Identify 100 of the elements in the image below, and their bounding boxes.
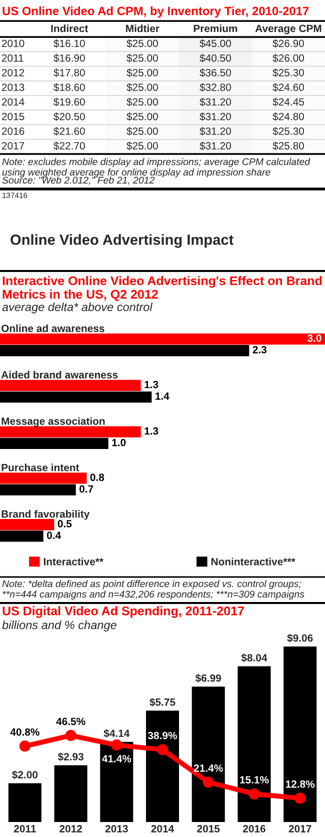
- data-label: $25.00: [126, 142, 158, 150]
- data-label: $21.60: [54, 127, 85, 136]
- data-label: $25.30: [272, 68, 304, 77]
- data-label: $25.80: [272, 142, 304, 150]
- data-label: 1.4: [156, 392, 170, 400]
- point: [156, 744, 168, 756]
- data-label: $26.00: [272, 54, 304, 62]
- data-label: $25.00: [126, 39, 158, 48]
- x-tick-label: 2016: [242, 825, 266, 832]
- chart-title: Interactive Online Video Advertising's Effect on Brand Metrics in the US, Q2 2012: [2, 276, 322, 302]
- data-label: $22.70: [54, 142, 85, 150]
- data-label: $8.04: [241, 654, 268, 662]
- x-tick-label: 2017: [288, 825, 312, 832]
- y-tick-label: 2015: [2, 112, 24, 120]
- text: Online Video Advertising Impact: [10, 234, 234, 248]
- data-label: $31.20: [200, 142, 231, 150]
- y-tick-label: 2017: [2, 142, 24, 150]
- data-label: $16.10: [54, 39, 85, 48]
- bar: [0, 426, 141, 438]
- bar: [238, 666, 271, 822]
- data-label: $25.00: [126, 98, 158, 106]
- y-tick-label: 2011: [2, 54, 24, 62]
- data-label: $2.00: [12, 770, 38, 780]
- x-tick-label: 2014: [151, 825, 174, 832]
- data-label: $18.60: [54, 83, 85, 92]
- x-tick-label: Indirect: [51, 24, 88, 32]
- data-label: $26.90: [272, 39, 304, 48]
- bar: [192, 686, 225, 822]
- legend-label: Noninteractive***: [211, 558, 296, 566]
- x-tick-label: 2015: [197, 825, 220, 832]
- point: [202, 776, 214, 788]
- data-label: $45.00: [200, 39, 231, 48]
- bar: [0, 380, 141, 391]
- data-label: 3.0: [308, 334, 322, 342]
- point: [65, 730, 76, 742]
- category-label: Message association: [2, 417, 105, 427]
- bar: [0, 391, 152, 403]
- data-label: 1.0: [112, 438, 126, 446]
- point: [19, 740, 30, 752]
- bar: [0, 438, 108, 449]
- chart-title: US Digital Video Ad Spending, 2011-2017: [2, 606, 244, 618]
- data-label: $32.80: [200, 83, 231, 92]
- bar: [0, 333, 325, 345]
- data-label: $24.60: [272, 83, 304, 92]
- data-label: $5.75: [150, 698, 176, 706]
- x-tick-label: 2013: [105, 825, 128, 832]
- bar: [100, 742, 134, 822]
- bar: [0, 484, 76, 496]
- x-tick-label: 2011: [14, 825, 36, 832]
- source-note: Source: "Web 2.012," Feb 21, 2012: [2, 176, 155, 185]
- data-label: 1.3: [144, 380, 158, 388]
- y-tick-label: 2012: [2, 68, 24, 76]
- x-tick-label: 2012: [60, 825, 82, 832]
- text: Note: *delta defined as point difference in exposed vs. control groups; **n=444 campaigns and n=432,206 respondents; ***n=309 campaigns: [2, 580, 304, 600]
- data-label: $40.50: [200, 54, 231, 62]
- data-label: $25.00: [126, 54, 158, 62]
- data-label: $25.00: [126, 127, 158, 136]
- data-label: 46.5%: [56, 718, 86, 726]
- bar: [8, 783, 42, 822]
- data-label: $4.14: [104, 729, 130, 738]
- bar: [146, 710, 180, 822]
- data-label: $36.50: [200, 68, 231, 77]
- data-label: $25.30: [272, 127, 304, 136]
- bar: [0, 530, 44, 542]
- chart-title: US Online Video Ad CPM, by Inventory Tier, 2010-2017: [2, 6, 309, 18]
- data-label: $19.60: [54, 98, 85, 106]
- data-label: 38.9%: [148, 732, 177, 740]
- category-label: Aided brand awareness: [1, 370, 118, 378]
- data-label: $20.50: [54, 112, 85, 121]
- point: [111, 739, 122, 751]
- text: Note: excludes mobile display ad impressions; average CPM calculated using weighted average for online display ad impression share: [2, 158, 310, 178]
- bar: [284, 646, 317, 822]
- data-label: $25.00: [126, 68, 158, 77]
- data-label: $25.00: [126, 112, 158, 121]
- data-label: 0.8: [90, 474, 104, 482]
- data-label: 41.4%: [102, 755, 132, 762]
- bar: [0, 519, 54, 530]
- y-tick-label: 2010: [2, 40, 24, 48]
- legend-label: Interactive**: [44, 558, 104, 566]
- chart-subtitle: average delta* above control: [2, 302, 153, 314]
- data-label: $16.90: [54, 54, 85, 62]
- bar: [0, 472, 87, 484]
- data-label: $6.99: [195, 674, 222, 682]
- data-label: 15.1%: [240, 776, 269, 784]
- x-tick-label: Premium: [194, 24, 238, 32]
- y-tick-label: 2016: [2, 127, 24, 135]
- bar: [54, 765, 88, 822]
- data-label: $24.45: [272, 98, 304, 106]
- data-label: 0.7: [79, 485, 94, 493]
- data-label: 0.5: [58, 520, 72, 528]
- data-label: $25.00: [126, 83, 158, 92]
- category-label: Brand favorability: [2, 510, 90, 520]
- data-label: $31.20: [200, 112, 231, 121]
- chart-subtitle: billions and % change: [2, 620, 116, 632]
- category-label: Purchase intent: [2, 464, 80, 472]
- data-label: 0.4: [46, 532, 62, 540]
- data-label: $31.20: [200, 127, 231, 136]
- data-label: $2.93: [58, 752, 84, 762]
- category-label: Online ad awareness: [2, 324, 104, 332]
- data-label: $17.80: [54, 68, 85, 77]
